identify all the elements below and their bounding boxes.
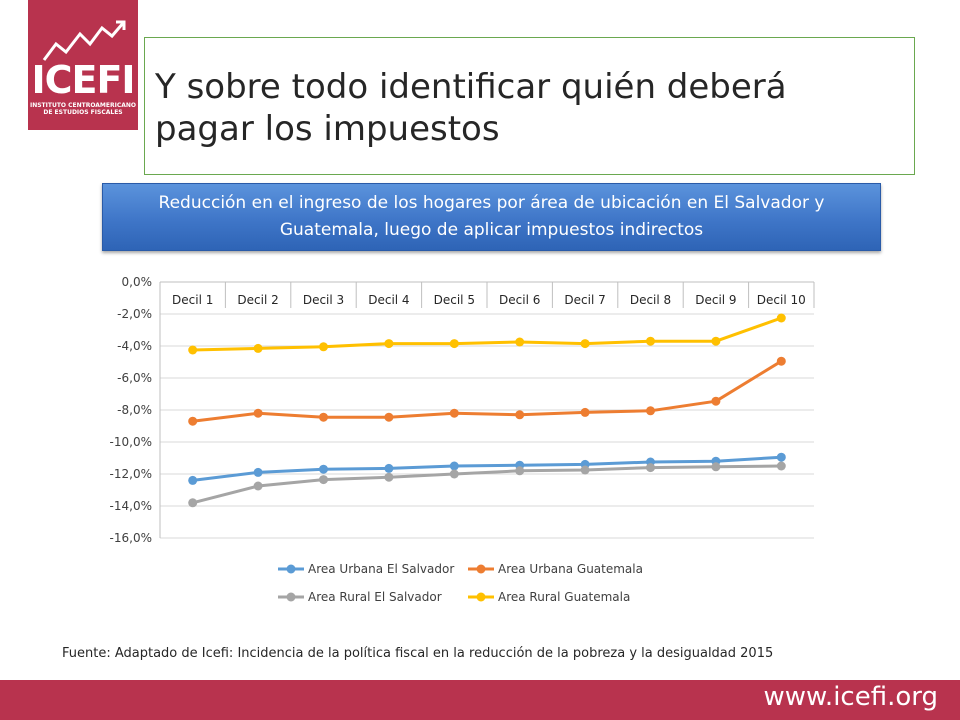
data-point [515,466,525,476]
x-tick-label: Decil 8 [630,293,671,307]
data-point [319,412,328,422]
y-tick-label: -8,0% [117,403,152,417]
data-point [711,396,721,406]
logo-subtitle: INSTITUTO CENTROAMERICANO DE ESTUDIOS FI… [28,102,138,116]
x-tick-label: Decil 7 [564,293,605,307]
data-point [711,462,721,472]
legend-label: Area Urbana Guatemala [498,562,643,576]
data-point [449,469,459,479]
x-tick-label: Decil 2 [237,293,278,307]
y-tick-label: -2,0% [117,307,152,321]
data-point [253,343,263,353]
x-tick-label: Decil 9 [695,293,736,307]
data-point [776,313,786,323]
icefi-logo: ICEFI INSTITUTO CENTROAMERICANO DE ESTUD… [28,0,138,130]
y-tick-label: -14,0% [110,499,152,513]
legend-swatch-marker [476,592,486,602]
data-point [253,481,263,491]
slide-title: Y sobre todo identificar quién deberá pa… [155,66,895,150]
y-tick-label: -6,0% [117,371,152,385]
data-point [646,406,655,416]
data-point [384,412,394,422]
y-tick-label: 0,0% [122,275,153,289]
x-tick-label: Decil 4 [368,293,409,307]
line-chart: 0,0% -2,0% -4,0% -6,0% -8,0% -10,0% -12,0% -14,… [110,275,815,604]
data-point [384,463,394,473]
legend-label: Area Urbana El Salvador [308,562,454,576]
logo-subtitle-line-1: INSTITUTO CENTROAMERICANO [29,102,137,109]
source-note: Fuente: Adaptado de Icefi: Incidencia de… [62,646,774,661]
x-tick-label: Decil 1 [172,293,213,307]
data-point [319,464,328,474]
data-point [646,463,655,473]
data-point [580,339,590,349]
data-point [188,498,198,508]
x-tick-label: Decil 6 [499,293,540,307]
data-point [188,416,198,426]
data-point [449,461,459,471]
data-point [776,356,786,366]
data-point [515,410,525,420]
data-point [580,465,590,475]
legend-label: Area Rural El Salvador [308,590,442,604]
series-line-2 [192,464,782,505]
x-tick-label: Decil 5 [434,293,475,307]
logo-trend-icon [42,20,126,61]
data-point [188,345,198,355]
data-point [319,342,328,352]
data-point [646,336,655,346]
y-tick-label: -4,0% [117,339,152,353]
data-point [188,475,198,485]
legend-swatch-marker [476,564,486,574]
chart-title-banner: Reducción en el ingreso de los hogares p… [102,183,881,251]
y-tick-label: -12,0% [110,467,152,481]
data-point [515,337,525,347]
data-point [449,339,459,349]
x-tick-label: Decil 3 [303,293,344,307]
data-point [711,336,721,346]
slide-title-line-2: pagar los impuestos [155,109,500,149]
data-point [384,339,394,349]
legend-swatch-marker [286,564,296,574]
slide-title-box: Y sobre todo identificar quién deberá pa… [144,37,915,175]
data-point [253,408,263,418]
data-point [776,452,786,462]
data-point [776,461,786,471]
legend-label: Area Rural Guatemala [498,590,630,604]
data-point [253,467,263,477]
slide-title-line-1: Y sobre todo identificar quién deberá [155,67,787,107]
series-line-3 [192,316,782,352]
logo-text: ICEFI [31,58,135,102]
data-point [319,475,328,485]
legend-swatch-marker [286,592,296,602]
footer-url[interactable]: www.icefi.org [763,682,938,712]
y-tick-label: -16,0% [110,531,152,545]
data-point [384,472,394,482]
series-line-0 [192,455,782,482]
series-line-1 [192,359,783,423]
y-tick-label: -10,0% [110,435,152,449]
x-tick-label: Decil 10 [757,293,806,307]
chart-title-line-2: Guatemala, luego de aplicar impuestos in… [279,220,704,240]
logo-subtitle-line-2: DE ESTUDIOS FISCALES [43,109,123,116]
data-point [449,408,459,418]
data-point [580,407,590,417]
chart-title-line-1: Reducción en el ingreso de los hogares p… [158,193,825,213]
footer-bar: www.icefi.org [0,680,960,720]
